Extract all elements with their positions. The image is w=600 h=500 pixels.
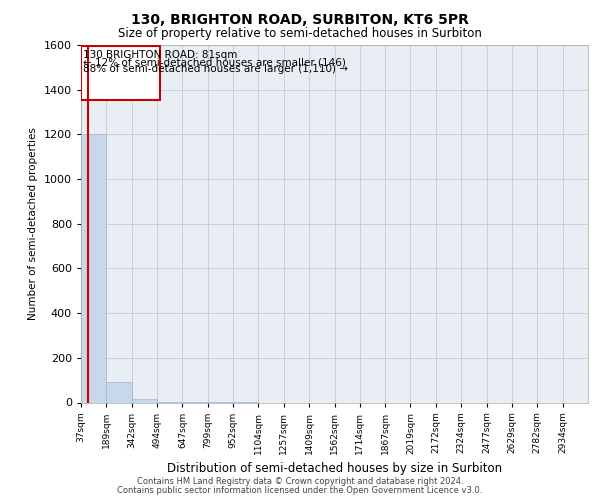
Bar xyxy=(106,382,132,402)
Y-axis label: Number of semi-detached properties: Number of semi-detached properties xyxy=(28,128,38,320)
X-axis label: Distribution of semi-detached houses by size in Surbiton: Distribution of semi-detached houses by … xyxy=(167,462,502,475)
Text: Contains HM Land Registry data © Crown copyright and database right 2024.: Contains HM Land Registry data © Crown c… xyxy=(137,477,463,486)
Text: Contains public sector information licensed under the Open Government Licence v3: Contains public sector information licen… xyxy=(118,486,482,495)
Text: ← 12% of semi-detached houses are smaller (146): ← 12% of semi-detached houses are smalle… xyxy=(83,58,346,68)
Bar xyxy=(81,134,106,402)
Text: 88% of semi-detached houses are larger (1,110) →: 88% of semi-detached houses are larger (… xyxy=(83,64,347,74)
Text: Size of property relative to semi-detached houses in Surbiton: Size of property relative to semi-detach… xyxy=(118,28,482,40)
Bar xyxy=(132,399,157,402)
Bar xyxy=(81,46,160,100)
Text: 130, BRIGHTON ROAD, SURBITON, KT6 5PR: 130, BRIGHTON ROAD, SURBITON, KT6 5PR xyxy=(131,12,469,26)
Text: 130 BRIGHTON ROAD: 81sqm: 130 BRIGHTON ROAD: 81sqm xyxy=(83,50,237,60)
